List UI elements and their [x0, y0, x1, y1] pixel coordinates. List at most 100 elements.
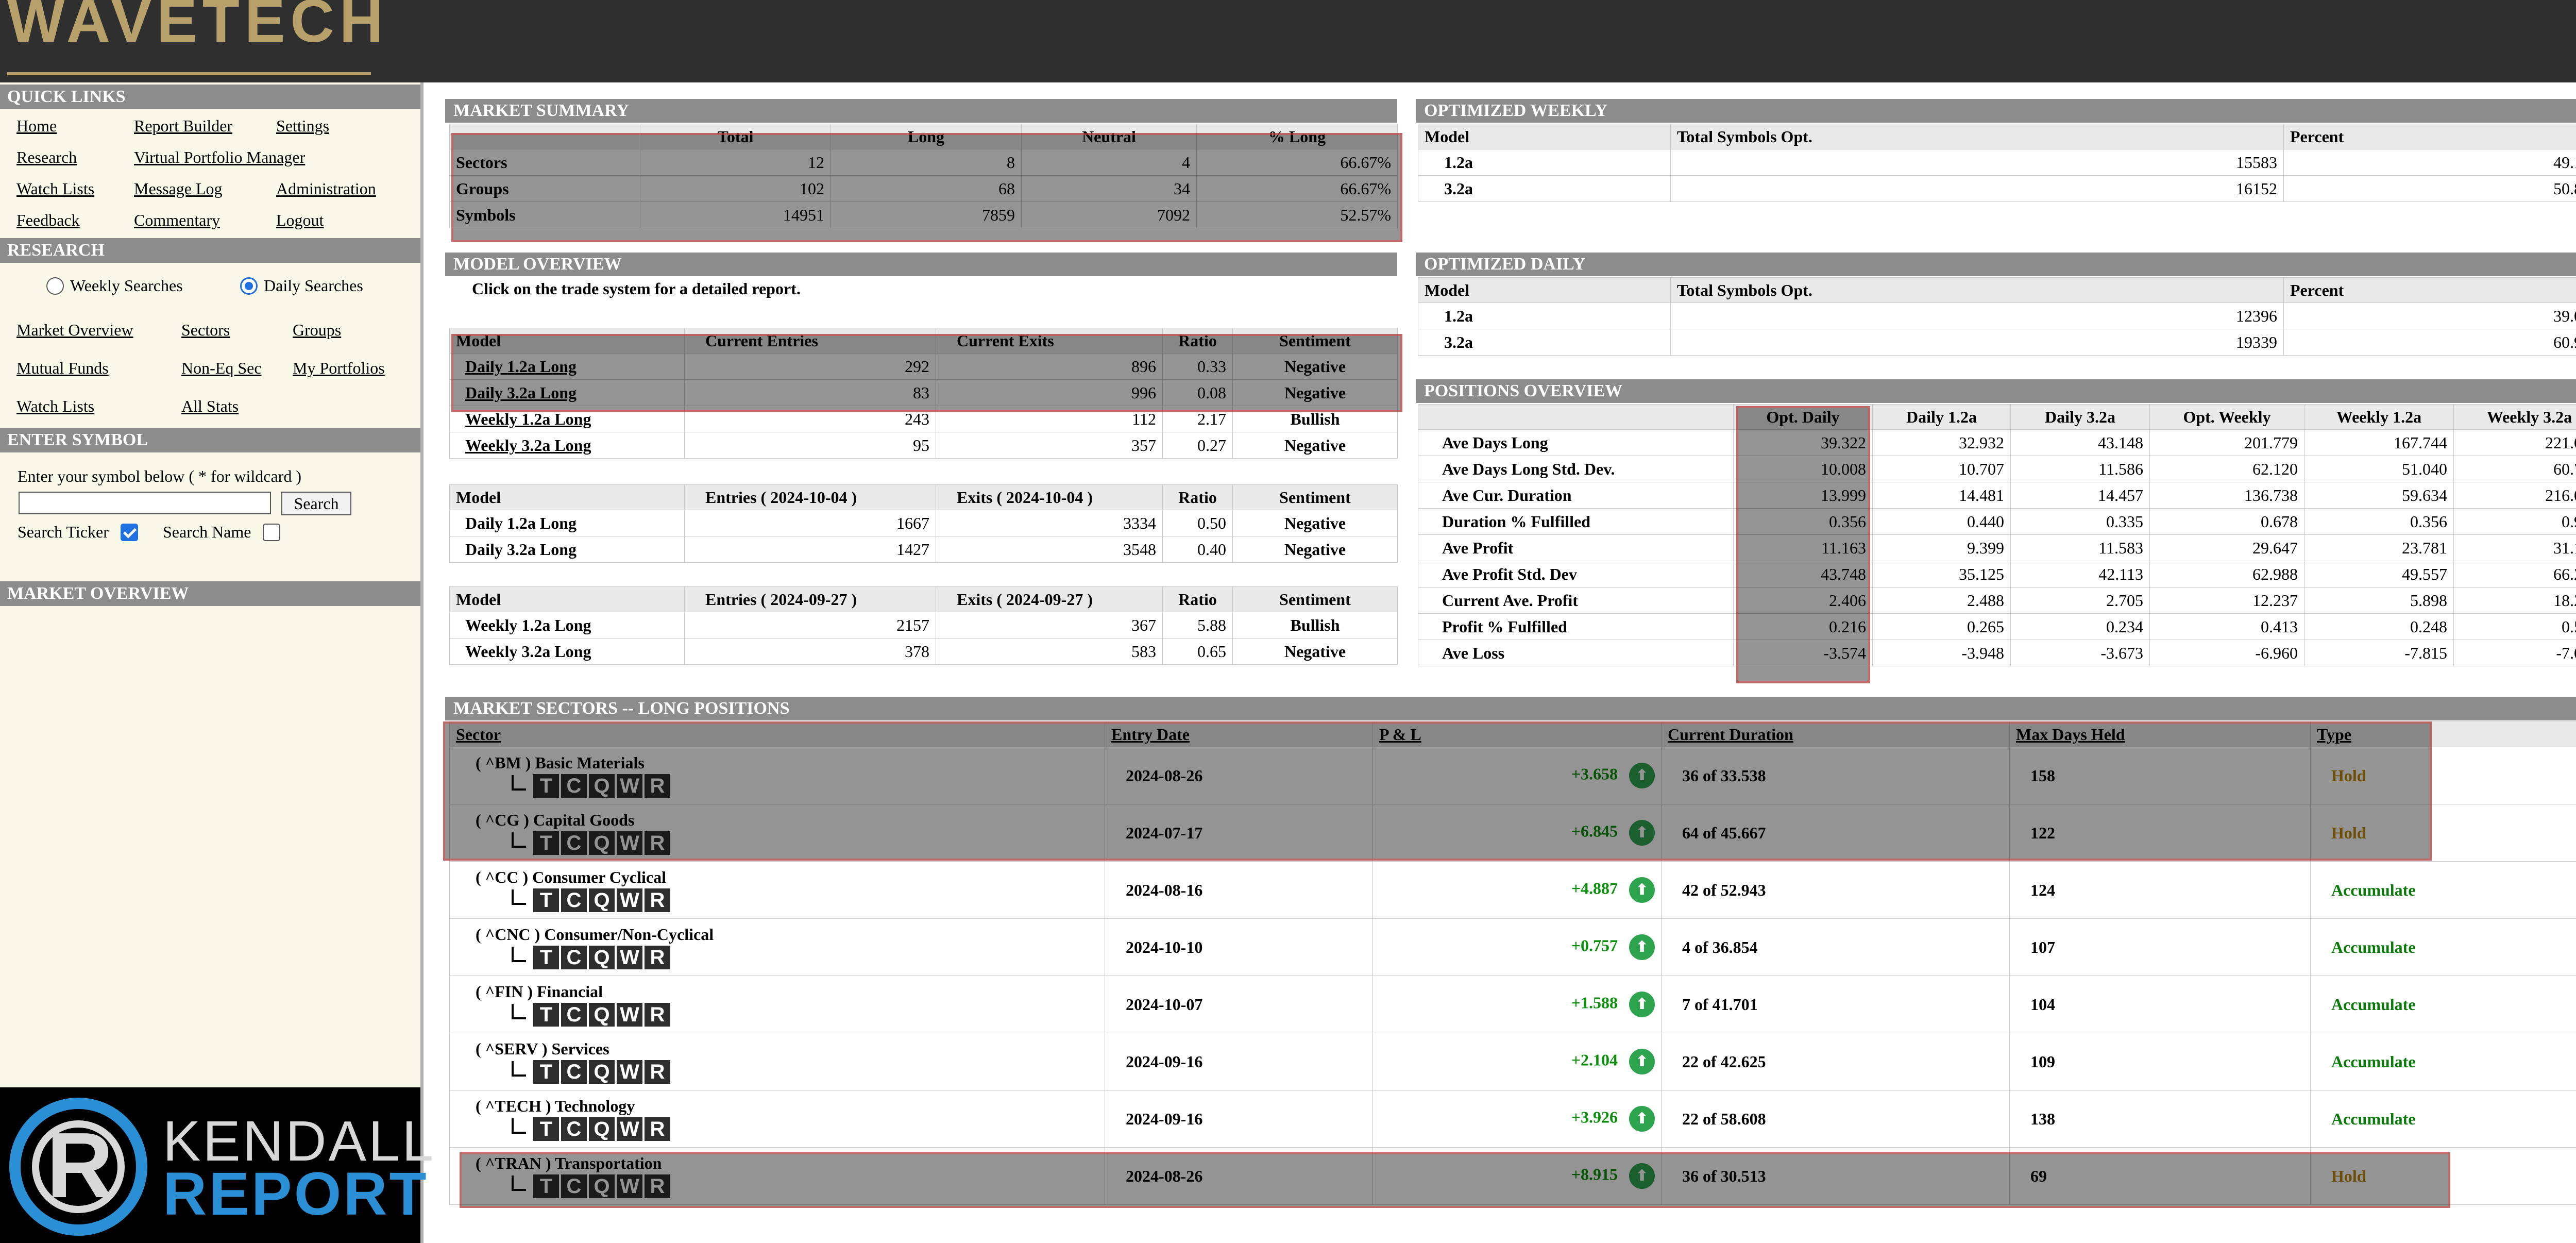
tool-q-icon[interactable]: Q [589, 1117, 615, 1141]
tool-c-icon[interactable]: C [561, 946, 587, 969]
tool-w-icon[interactable]: W [617, 831, 642, 855]
position-type: Hold [2310, 747, 2576, 804]
model-link-weekly-3-2a[interactable]: Weekly 3.2a Long [449, 432, 685, 459]
search-ticker-checkbox[interactable] [121, 524, 138, 541]
cell: 7092 [1021, 201, 1197, 228]
link-settings[interactable]: Settings [276, 116, 330, 135]
link-mutual-funds[interactable]: Mutual Funds [16, 359, 109, 377]
sort-pl-header[interactable]: P & L [1372, 721, 1662, 747]
tool-w-icon[interactable]: W [617, 888, 642, 912]
tool-r-icon[interactable]: R [645, 1174, 670, 1198]
cell: 0.335 [2010, 508, 2150, 535]
col-header: Model [449, 586, 685, 612]
market-overview-header: MARKET OVERVIEW [0, 581, 420, 606]
tool-c-icon[interactable]: C [561, 1003, 587, 1027]
link-administration[interactable]: Administration [276, 179, 376, 198]
row-label: Duration % Fulfilled [1418, 508, 1734, 535]
tool-r-icon[interactable]: R [645, 946, 670, 969]
current-duration: 7 of 41.701 [1661, 976, 2010, 1033]
model-link-weekly-1-2a[interactable]: Weekly 1.2a Long [449, 406, 685, 432]
tool-q-icon[interactable]: Q [589, 1060, 615, 1084]
link-sectors[interactable]: Sectors [181, 321, 230, 339]
link-all-stats[interactable]: All Stats [181, 397, 239, 415]
tool-t-icon[interactable]: T [533, 888, 559, 912]
cell: 43.148 [2010, 429, 2150, 456]
tool-c-icon[interactable]: C [561, 888, 587, 912]
table-row: Ave Profit Std. Dev 43.748 35.125 42.113 62.… [1418, 561, 2576, 587]
tool-t-icon[interactable]: T [533, 1174, 559, 1198]
tool-q-icon[interactable]: Q [589, 1174, 615, 1198]
tool-r-icon[interactable]: R [645, 831, 670, 855]
cell: 12396 [1670, 303, 2284, 329]
link-virtual-portfolio-manager[interactable]: Virtual Portfolio Manager [134, 148, 306, 166]
cell: 51.040 [2304, 456, 2454, 482]
link-my-portfolios[interactable]: My Portfolios [293, 359, 385, 377]
tool-t-icon[interactable]: T [533, 1060, 559, 1084]
link-home[interactable]: Home [16, 116, 57, 135]
tool-c-icon[interactable]: C [561, 774, 587, 798]
link-watch-lists-research[interactable]: Watch Lists [16, 397, 95, 415]
tool-w-icon[interactable]: W [617, 1003, 642, 1027]
tool-w-icon[interactable]: W [617, 946, 642, 969]
table-row: ( ^SERV ) Services T C Q W R 2024-09-16 +2.104 ⬆… [449, 1033, 2576, 1090]
link-logout[interactable]: Logout [276, 211, 324, 229]
tool-t-icon[interactable]: T [533, 1003, 559, 1027]
position-type: Accumulate [2310, 918, 2576, 976]
tool-q-icon[interactable]: Q [589, 1003, 615, 1027]
tool-q-icon[interactable]: Q [589, 831, 615, 855]
enter-symbol-header: ENTER SYMBOL [0, 428, 420, 452]
symbol-search-input[interactable] [19, 492, 271, 514]
model-link-daily-1-2a[interactable]: Daily 1.2a Long [449, 353, 685, 380]
max-days-held: 158 [2009, 747, 2311, 804]
tool-r-icon[interactable]: R [645, 1117, 670, 1141]
tool-c-icon[interactable]: C [561, 1174, 587, 1198]
weekly-searches-radio[interactable] [46, 277, 64, 295]
link-groups[interactable]: Groups [293, 321, 342, 339]
cell: 0.678 [2149, 508, 2304, 535]
table-row: Weekly 1.2a Long 2157 367 5.88 Bullish [449, 612, 1398, 639]
sort-sector-header[interactable]: Sector [449, 721, 1105, 747]
tool-q-icon[interactable]: Q [589, 946, 615, 969]
tool-t-icon[interactable]: T [533, 831, 559, 855]
tool-w-icon[interactable]: W [617, 1117, 642, 1141]
tool-q-icon[interactable]: Q [589, 888, 615, 912]
cell: 14951 [640, 201, 831, 228]
search-name-checkbox[interactable] [263, 524, 280, 541]
link-message-log[interactable]: Message Log [134, 179, 223, 198]
link-feedback[interactable]: Feedback [16, 211, 80, 229]
cell: 49.557 [2304, 561, 2454, 587]
model-link-daily-3-2a[interactable]: Daily 3.2a Long [449, 379, 685, 406]
sort-type-header[interactable]: Type [2310, 721, 2576, 747]
tool-w-icon[interactable]: W [617, 1060, 642, 1084]
link-watch-lists[interactable]: Watch Lists [16, 179, 95, 198]
tool-w-icon[interactable]: W [617, 1174, 642, 1198]
daily-searches-radio[interactable] [240, 277, 258, 295]
sort-entry-date-header[interactable]: Entry Date [1105, 721, 1373, 747]
link-non-eq-sec[interactable]: Non-Eq Sec [181, 359, 262, 377]
link-research[interactable]: Research [16, 148, 77, 166]
table-header-row: Model Entries ( 2024-10-04 ) Exits ( 202… [449, 484, 1398, 510]
table-row: ( ^TRAN ) Transportation T C Q W R 2024-08-26 +… [449, 1147, 2576, 1205]
tool-r-icon[interactable]: R [645, 1003, 670, 1027]
tool-c-icon[interactable]: C [561, 1117, 587, 1141]
link-market-overview[interactable]: Market Overview [16, 321, 133, 339]
tool-r-icon[interactable]: R [645, 774, 670, 798]
tool-t-icon[interactable]: T [533, 1117, 559, 1141]
tool-t-icon[interactable]: T [533, 774, 559, 798]
tool-r-icon[interactable]: R [645, 888, 670, 912]
tool-r-icon[interactable]: R [645, 1060, 670, 1084]
row-label: Ave Days Long [1418, 429, 1734, 456]
tool-t-icon[interactable]: T [533, 946, 559, 969]
search-button[interactable]: Search [281, 492, 351, 515]
link-commentary[interactable]: Commentary [134, 211, 221, 229]
sort-current-duration-header[interactable]: Current Duration [1661, 721, 2010, 747]
tool-c-icon[interactable]: C [561, 1060, 587, 1084]
model-daily-entries-table: Model Entries ( 2024-10-04 ) Exits ( 202… [449, 484, 1398, 563]
up-arrow-icon: ⬆ [1629, 877, 1655, 903]
tool-w-icon[interactable]: W [617, 774, 642, 798]
col-header: Sentiment [1232, 328, 1398, 354]
link-report-builder[interactable]: Report Builder [134, 116, 233, 135]
tool-c-icon[interactable]: C [561, 831, 587, 855]
tool-q-icon[interactable]: Q [589, 774, 615, 798]
sort-max-days-header[interactable]: Max Days Held [2009, 721, 2311, 747]
